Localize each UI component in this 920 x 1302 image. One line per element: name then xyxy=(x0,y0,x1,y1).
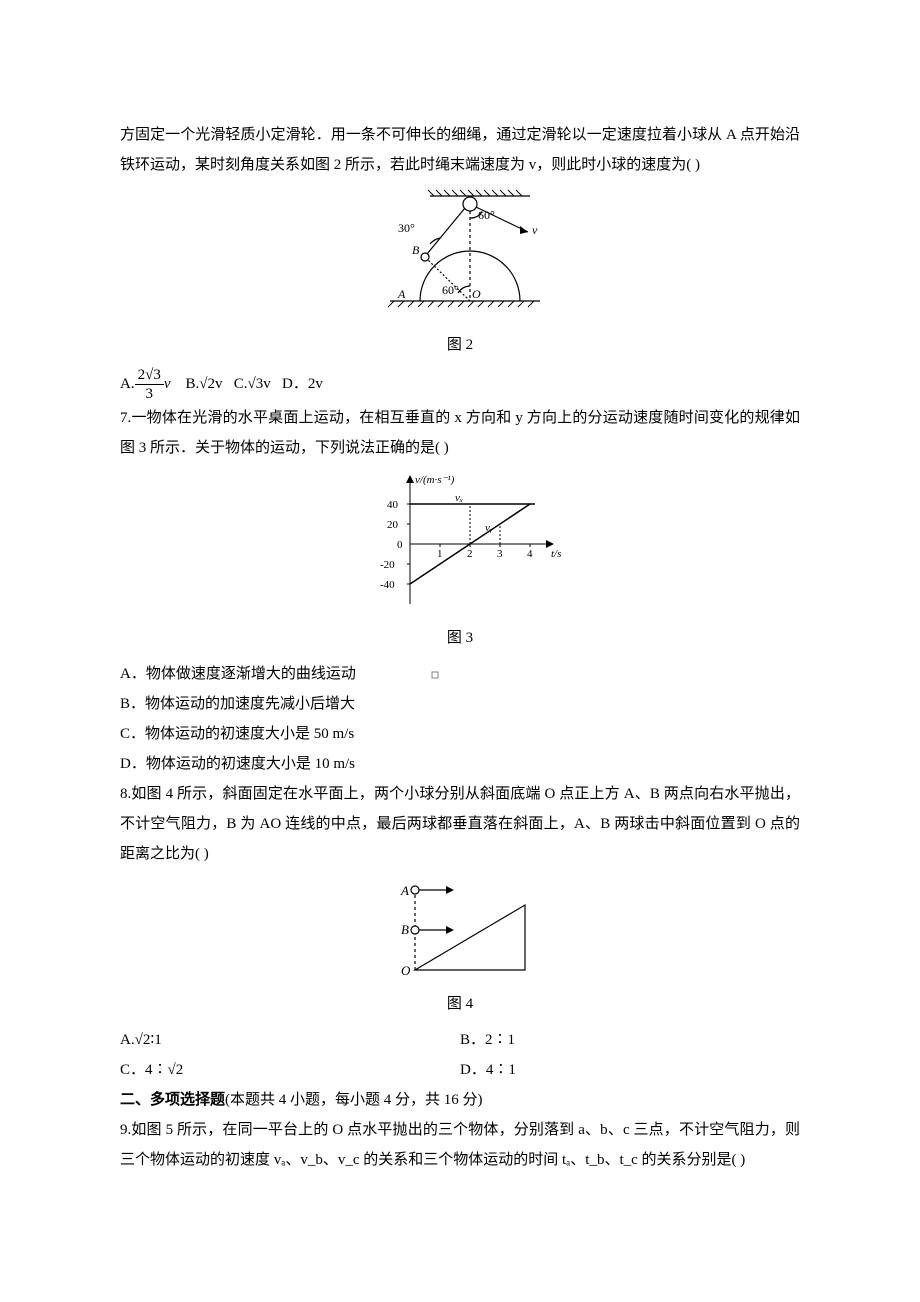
svg-text:-40: -40 xyxy=(380,579,395,591)
section-2-heading: 二、多项选择题(本题共 4 小题，每小题 4 分，共 16 分) xyxy=(120,1085,800,1115)
svg-text:-20: -20 xyxy=(380,559,395,571)
figure-4: A B O 图 4 xyxy=(120,875,800,1019)
figure-2: 30° 60° 60° A B O v 图 2 xyxy=(120,186,800,360)
svg-text:vₓ: vₓ xyxy=(455,492,463,504)
svg-text:O: O xyxy=(472,287,481,301)
svg-text:O: O xyxy=(401,963,411,978)
q8-option-a: A.√2∶1 xyxy=(120,1025,460,1055)
q6-options: A.2√33v B.√2v C.√3v D．2v xyxy=(120,366,800,403)
figure-4-caption: 图 4 xyxy=(120,989,800,1019)
q6-option-d: D．2v xyxy=(282,376,323,392)
figure-3-svg: v/(m·s⁻¹) t/s 40 20 0 -20 -40 1 2 3 4 vₓ… xyxy=(355,469,565,619)
figure-2-svg: 30° 60° 60° A B O v xyxy=(370,186,550,326)
svg-text:B: B xyxy=(412,243,420,257)
svg-text:60°: 60° xyxy=(478,208,495,222)
q6-option-c: C.√3v xyxy=(234,376,271,392)
section-2-tail: (本题共 4 小题，每小题 4 分，共 16 分) xyxy=(225,1092,483,1108)
svg-text:t/s: t/s xyxy=(551,548,561,560)
svg-text:v/(m·s⁻¹): v/(m·s⁻¹) xyxy=(415,474,455,486)
q6-intro: 方固定一个光滑轻质小定滑轮．用一条不可伸长的细绳，通过定滑轮以一定速度拉着小球从… xyxy=(120,120,800,180)
q8-option-d: D．4∶1 xyxy=(460,1055,800,1085)
q8-options: A.√2∶1 B．2∶1 C．4∶√2 D．4∶1 xyxy=(120,1025,800,1085)
svg-text:v: v xyxy=(532,223,538,237)
svg-text:3: 3 xyxy=(497,548,503,560)
svg-text:30°: 30° xyxy=(398,221,415,235)
q7-option-c: C．物体运动的初速度大小是 50 m/s xyxy=(120,719,800,749)
q6-option-b: B.√2v xyxy=(186,376,223,392)
section-2-head: 二、多项选择题 xyxy=(120,1092,225,1108)
svg-text:vᵧ: vᵧ xyxy=(485,522,493,534)
svg-text:40: 40 xyxy=(387,499,399,511)
q8-option-c: C．4∶√2 xyxy=(120,1055,460,1085)
figure-2-caption: 图 2 xyxy=(120,330,800,360)
svg-text:4: 4 xyxy=(527,548,533,560)
svg-text:B: B xyxy=(401,922,409,937)
svg-text:20: 20 xyxy=(387,519,399,531)
figure-3: v/(m·s⁻¹) t/s 40 20 0 -20 -40 1 2 3 4 vₓ… xyxy=(120,469,800,653)
q7-option-d: D．物体运动的初速度大小是 10 m/s xyxy=(120,749,800,779)
svg-text:60°: 60° xyxy=(442,283,459,297)
svg-text:1: 1 xyxy=(437,548,443,560)
figure-3-caption: 图 3 xyxy=(120,623,800,653)
q8-text: 8.如图 4 所示，斜面固定在水平面上，两个小球分别从斜面底端 O 点正上方 A… xyxy=(120,779,800,869)
q9-text: 9.如图 5 所示，在同一平台上的 O 点水平抛出的三个物体，分别落到 a、b、… xyxy=(120,1115,800,1175)
q8-option-b: B．2∶1 xyxy=(460,1025,800,1055)
q7-option-b: B．物体运动的加速度先减小后增大 xyxy=(120,689,800,719)
q7-text: 7.一物体在光滑的水平桌面上运动，在相互垂直的 x 方向和 y 方向上的分运动速… xyxy=(120,403,800,463)
dot-marker-icon xyxy=(430,670,440,680)
svg-text:0: 0 xyxy=(397,539,403,551)
svg-text:2: 2 xyxy=(467,548,473,560)
q6-option-a: A.2√33v xyxy=(120,376,174,392)
svg-text:A: A xyxy=(397,287,406,301)
figure-4-svg: A B O xyxy=(375,875,545,985)
q7-option-a: A．物体做速度逐渐增大的曲线运动 xyxy=(120,659,800,689)
svg-text:A: A xyxy=(400,883,409,898)
